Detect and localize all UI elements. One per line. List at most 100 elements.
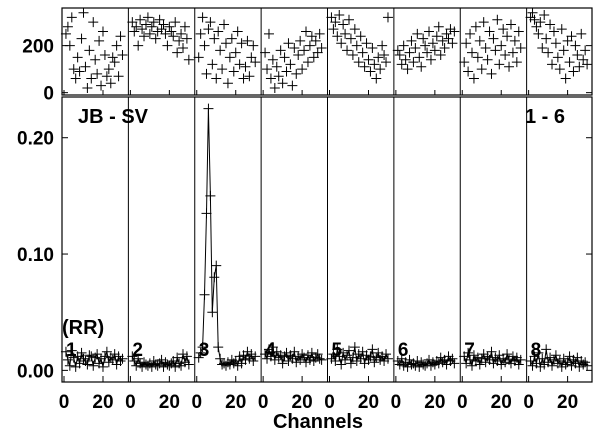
amplitude-point [117,353,128,364]
phase-point [406,35,417,46]
amplitude-point [250,351,261,362]
phase-point [80,61,91,72]
phase-point [429,45,440,56]
amplitude-point [152,360,163,371]
phase-point [486,68,497,79]
amplitude-point [179,357,190,368]
if-range-label: 1 - 6 [525,106,565,128]
amplitude-point [86,351,97,362]
amplitude-point [449,358,460,369]
phase-point [142,12,153,23]
amplitude-point [382,353,393,364]
baseline-label: JB - SV [78,106,149,128]
amplitude-point [525,356,536,367]
amplitude-point [306,347,317,358]
amplitude-point [408,358,419,369]
phase-point [533,28,544,39]
phase-point [435,50,446,61]
amplitude-point [76,347,87,358]
phase-tick-label: 0 [43,84,54,105]
phase-point [242,35,253,46]
phase-point [183,54,194,65]
amplitude-point [513,359,524,370]
amplitude-point [133,353,144,364]
amplitude-point [507,351,518,362]
amplitude-point [338,347,349,358]
phase-point [355,31,366,42]
phase-point [115,31,126,42]
amplitude-point [113,351,124,362]
phase-point [465,28,476,39]
amplitude-point [330,356,341,367]
if-number-label: 5 [332,340,343,361]
phase-point [377,40,388,51]
amplitude-point [502,349,513,360]
amplitude-point [342,350,353,361]
phase-point [439,42,450,53]
amplitude-point [172,352,183,363]
amplitude-point [371,352,382,363]
phase-point [328,24,339,35]
phase-point [78,7,89,18]
phase-point [139,31,150,42]
phase-point [541,33,552,44]
phase-point [269,82,280,93]
phase-point [466,47,477,58]
phase-point [420,40,431,51]
phase-point [443,33,454,44]
phase-point [97,26,108,37]
phase-point [427,38,438,49]
phase-point [394,50,405,61]
amplitude-point [107,354,118,365]
phase-point [291,68,302,79]
phase-point [552,52,563,63]
amplitude-point [463,347,474,358]
phase-point [68,64,79,75]
phase-point [582,59,593,70]
phase-point [392,45,403,56]
amplitude-point [343,345,354,356]
amplitude-point [394,359,405,370]
phase-point [82,82,93,93]
phase-point [234,59,245,70]
amplitude-point [496,359,507,370]
phase-point [558,45,569,56]
phase-point [365,66,376,77]
amplitude-point [414,361,425,372]
amplitude-point [289,346,300,357]
phase-point [144,28,155,39]
phase-point [302,57,313,68]
amplitude-point [345,358,356,369]
phase-point [330,17,341,28]
phase-point [168,31,179,42]
phase-point [484,26,495,37]
phase-point [416,61,427,72]
phase-point [293,50,304,61]
amplitude-point [240,354,251,365]
phase-point [398,40,409,51]
phase-point [76,33,87,44]
phase-point [461,38,472,49]
phase-point [468,73,479,84]
phase-point [240,61,251,72]
phase-point [203,24,214,35]
phase-point [287,80,298,91]
phase-point [314,28,325,39]
amplitude-point [505,358,516,369]
phase-point [129,26,140,37]
amplitude-point [365,351,376,362]
phase-point [179,21,190,32]
phase-point [361,38,372,49]
phase-point [299,45,310,56]
phase-point [568,66,579,77]
amplitude-point [560,359,571,370]
amplitude-point [578,359,589,370]
phase-point [543,47,554,58]
phase-point [492,14,503,25]
phase-point [578,54,589,65]
amplitude-point [162,359,173,370]
phase-point [470,21,481,32]
phase-point [174,35,185,46]
amplitude-point [466,360,477,371]
x-tick-label: 0 [125,392,136,413]
